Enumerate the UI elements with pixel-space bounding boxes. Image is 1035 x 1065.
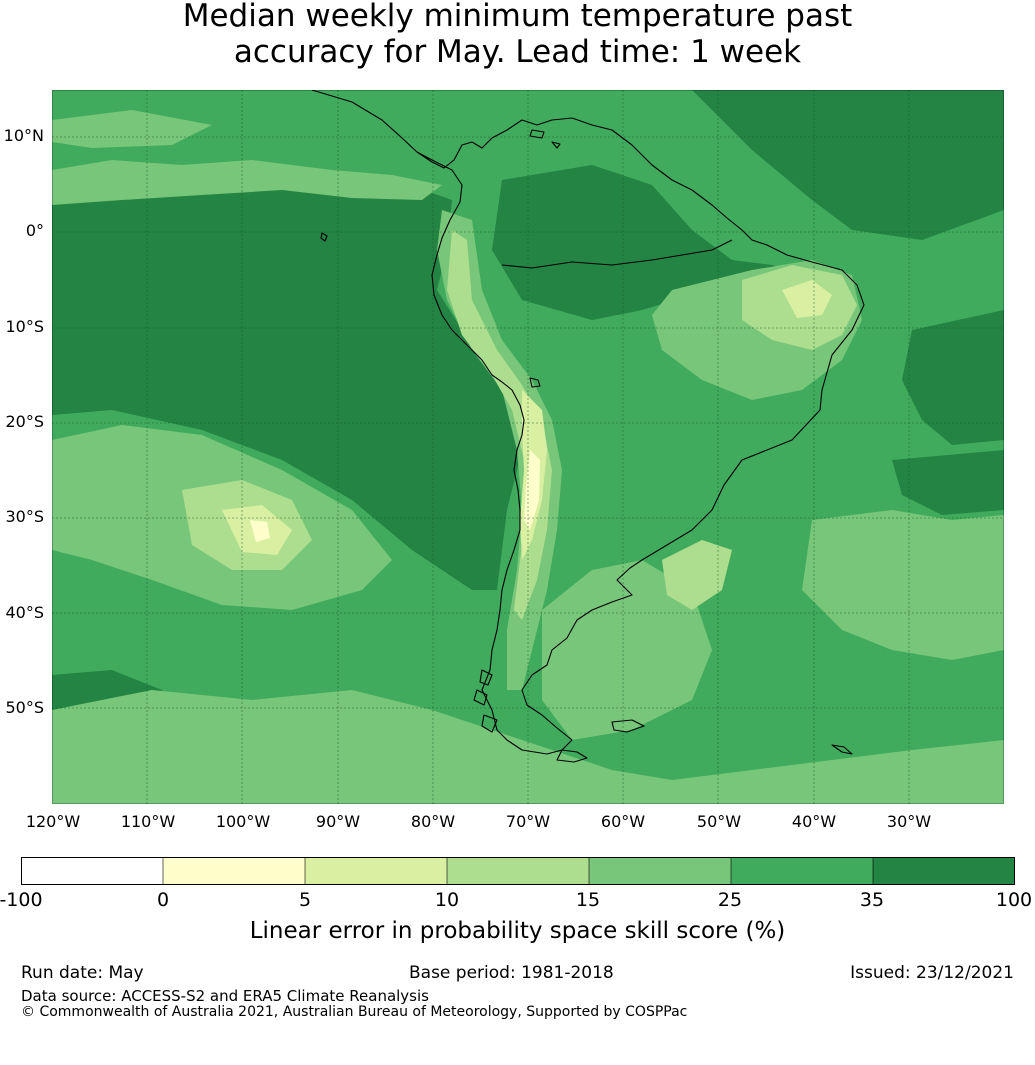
score-region-caribbean-dark	[692, 90, 1004, 240]
lat-label: 0°	[25, 221, 44, 240]
score-region-atlantic-south-dark	[892, 450, 1004, 515]
score-region-pacific-dark	[52, 178, 522, 590]
lon-label: 120°W	[25, 812, 81, 831]
coastline-caribbean-islands	[529, 129, 561, 149]
map-gridlines	[52, 90, 1004, 804]
lon-label: 90°W	[315, 812, 361, 831]
coastline-central-america	[311, 90, 865, 755]
colorbar-tick-label: -100	[0, 889, 43, 911]
lon-label: 50°W	[696, 812, 742, 831]
copyright-notice: © Commonwealth of Australia 2021, Austra…	[21, 1004, 688, 1020]
score-region-pacific-core	[250, 520, 270, 542]
colorbar-tick-label: 0	[156, 889, 170, 911]
lat-label: 50°S	[5, 698, 44, 717]
colorbar-cell	[872, 857, 1015, 885]
colorbar-cell	[588, 857, 732, 885]
colorbar-tick-label: 35	[859, 889, 885, 911]
data-source: Data source: ACCESS-S2 and ERA5 Climate …	[21, 987, 429, 1005]
lat-label: 40°S	[5, 603, 44, 622]
score-region-patagonia-shelf	[542, 560, 712, 740]
lat-label: 10°N	[3, 126, 44, 145]
colorbar-cell	[21, 857, 164, 885]
run-date: Run date: May	[21, 963, 144, 983]
score-region-ne-brazil-high	[782, 280, 832, 318]
lon-label: 40°W	[791, 812, 837, 831]
lat-label: 20°S	[5, 412, 44, 431]
colorbar-cell	[730, 857, 874, 885]
map-title-line-1: Median weekly minimum temperature past	[182, 0, 853, 34]
colorbar-label: Linear error in probability space skill …	[249, 918, 786, 944]
colorbar-cell	[162, 857, 306, 885]
colorbar-tick-label: 5	[298, 889, 312, 911]
colorbar-cell	[446, 857, 590, 885]
lat-label: 10°S	[5, 317, 44, 336]
colorbar-tick-label: 10	[434, 889, 460, 911]
skill-score-map	[52, 90, 1004, 804]
base-period: Base period: 1981-2018	[409, 963, 614, 983]
lon-label: 30°W	[886, 812, 932, 831]
score-region-uruguay-coast	[662, 540, 732, 610]
lon-label: 110°W	[120, 812, 176, 831]
colorbar	[21, 857, 1015, 885]
map-title-line-2: accuracy for May. Lead time: 1 week	[233, 34, 802, 70]
coastline-patagonia-islands	[473, 669, 498, 733]
colorbar-tick-label: 15	[575, 889, 601, 911]
lon-label: 100°W	[215, 812, 271, 831]
colorbar-tick-label: 100	[995, 889, 1033, 911]
issued-date: Issued: 23/12/2021	[850, 963, 1014, 983]
coastline-lake-titicaca	[529, 377, 541, 388]
coastline-falklands	[611, 719, 645, 733]
coastline-south-georgia	[831, 744, 853, 755]
coastline-galapagos	[320, 232, 328, 242]
lon-label: 60°W	[600, 812, 646, 831]
score-region-north-pacific	[52, 110, 212, 148]
amazon-river	[501, 239, 733, 269]
lon-label: 80°W	[410, 812, 456, 831]
score-region-itcz-band	[52, 160, 442, 205]
colorbar-tick-label: 25	[717, 889, 743, 911]
lon-label: 70°W	[505, 812, 551, 831]
colorbar-cell	[304, 857, 448, 885]
coastline-tierra-del-fuego	[556, 749, 588, 763]
score-region-south-atlantic	[802, 510, 1004, 660]
lat-label: 30°S	[5, 507, 44, 526]
score-region-atlantic-dark	[902, 310, 1004, 445]
coastlines	[311, 90, 865, 763]
